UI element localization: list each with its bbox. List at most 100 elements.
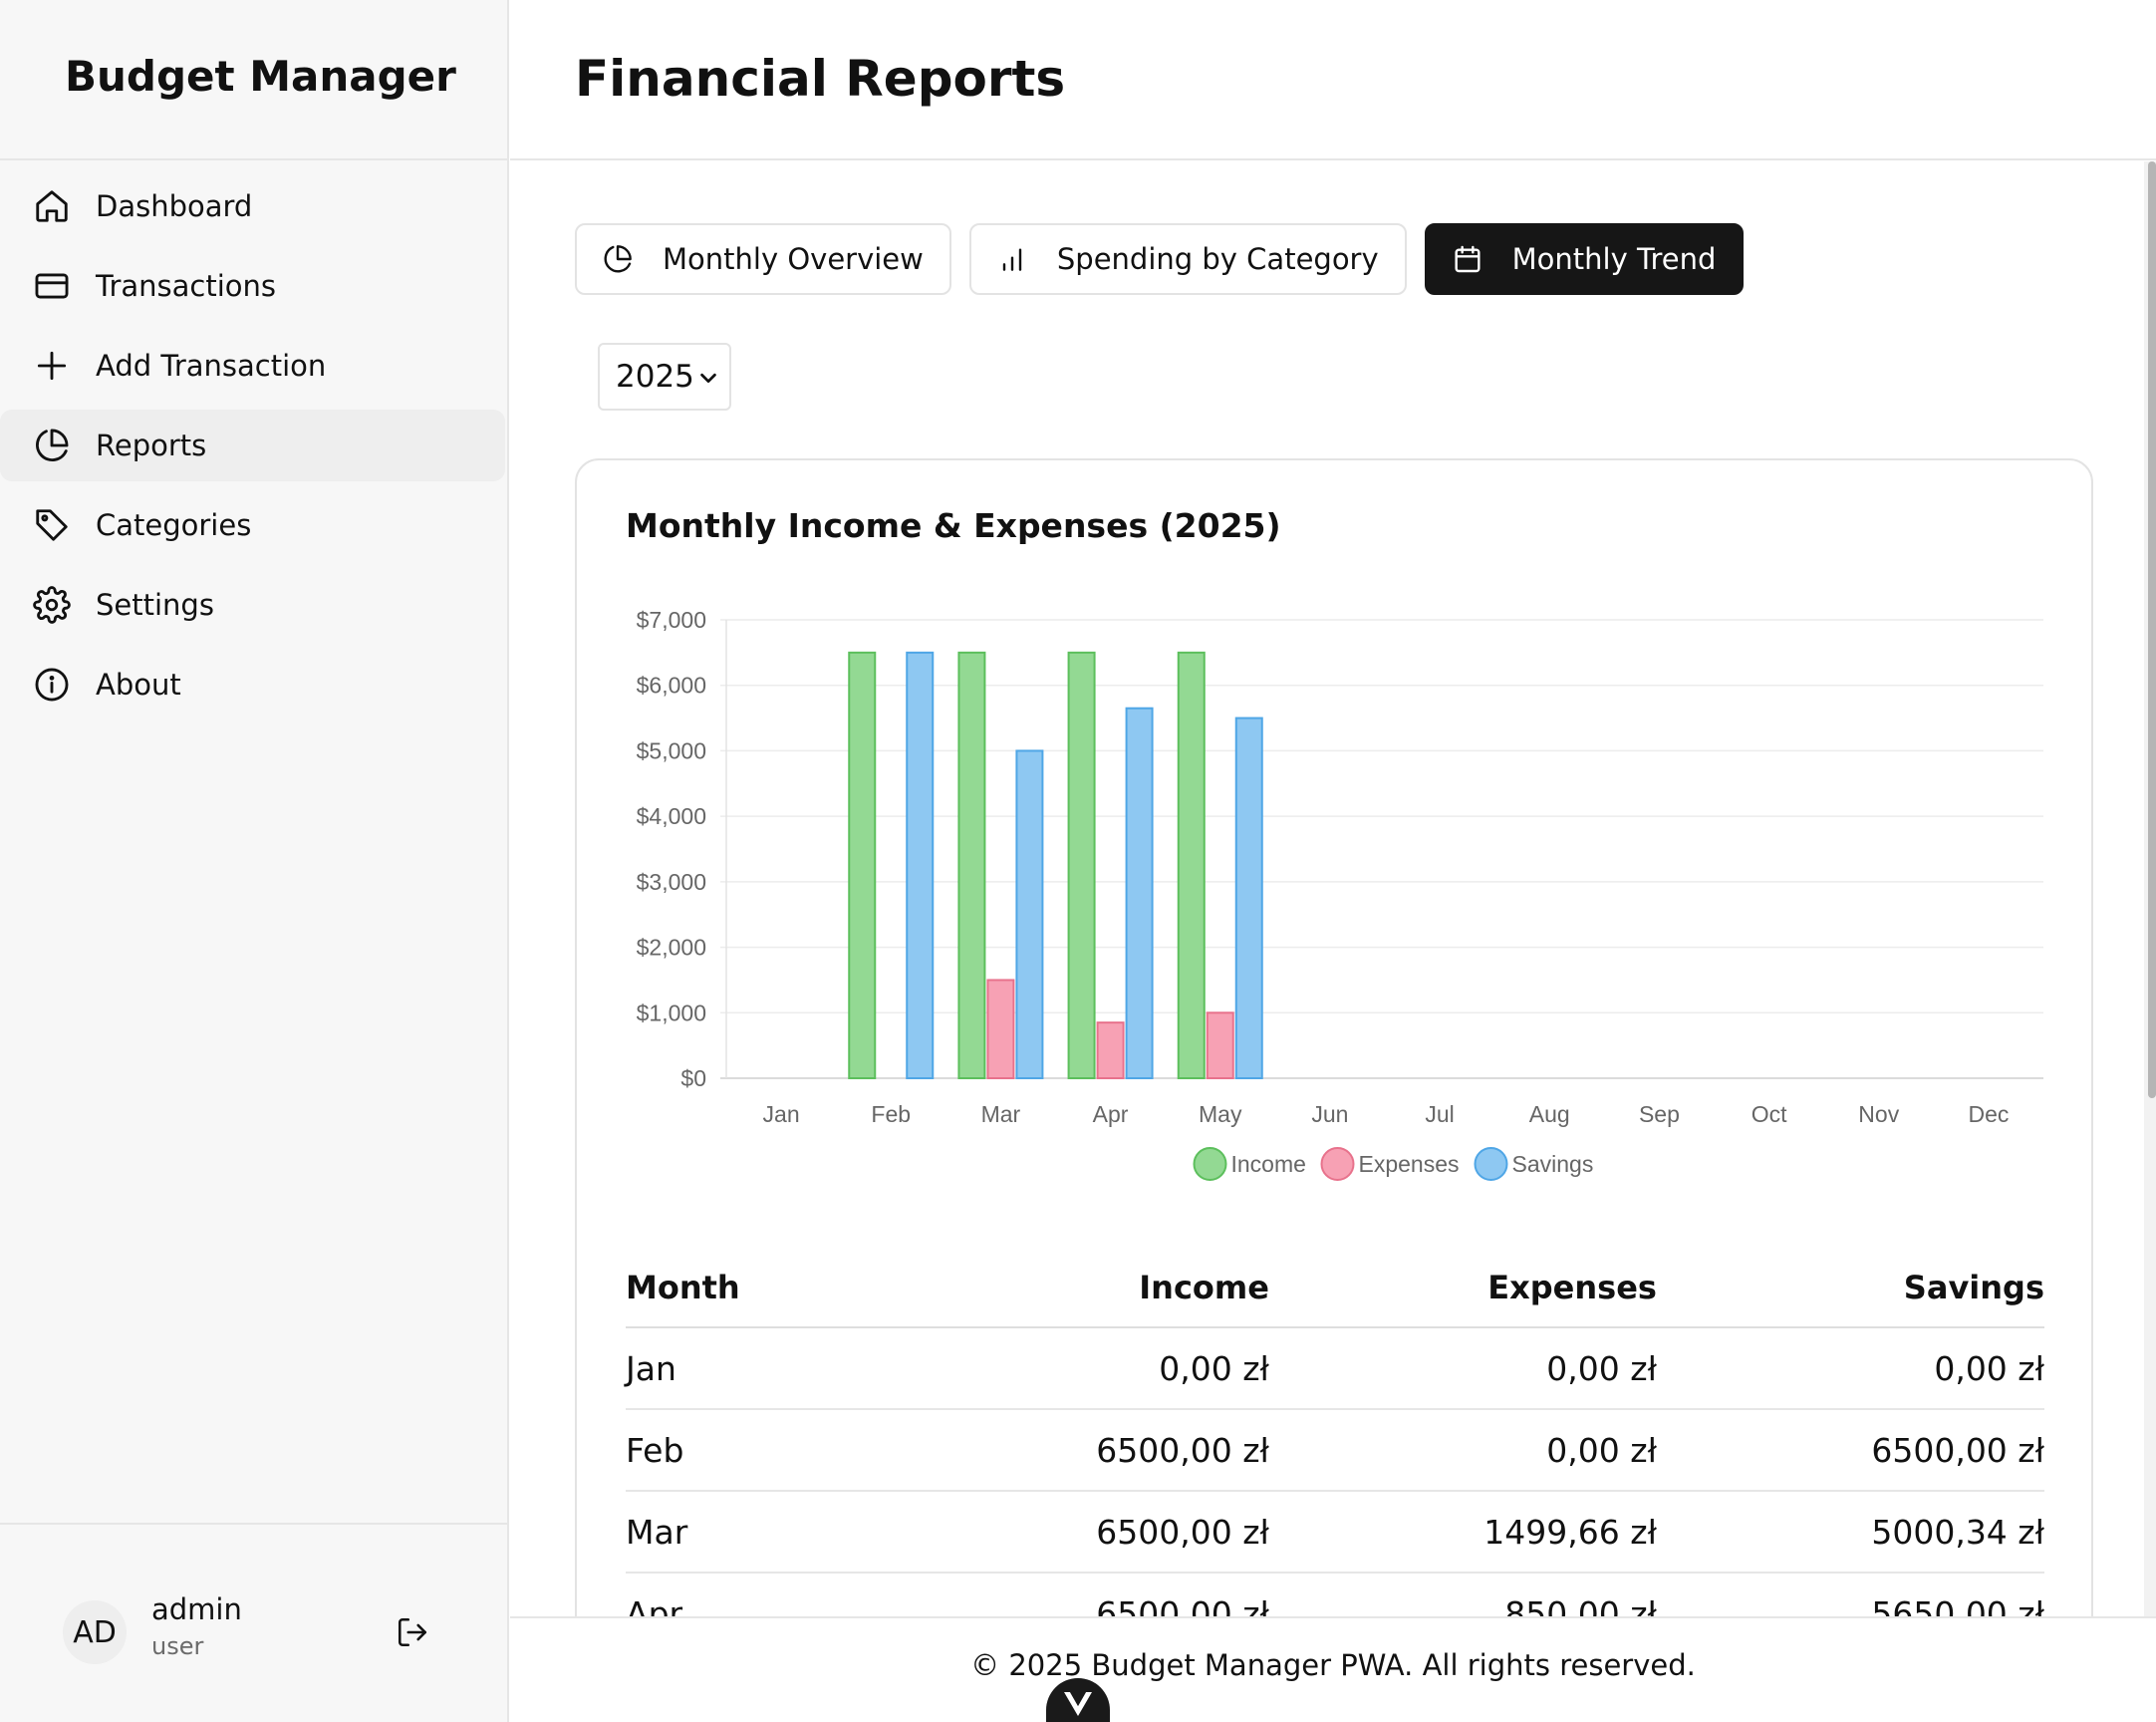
cell-expenses: 850,00 zł bbox=[1268, 1573, 1657, 1616]
logout-icon bbox=[398, 1617, 427, 1647]
x-tick-label: Nov bbox=[1858, 1101, 1899, 1127]
info-icon bbox=[32, 665, 72, 705]
sidebar-item-reports[interactable]: Reports bbox=[0, 410, 505, 481]
sidebar-item-label: Transactions bbox=[96, 269, 277, 303]
cell-month: Apr bbox=[626, 1573, 882, 1616]
x-tick-label: Feb bbox=[871, 1101, 911, 1127]
y-tick-label: $4,000 bbox=[637, 803, 706, 829]
x-tick-label: Jun bbox=[1311, 1101, 1348, 1127]
legend-swatch bbox=[1320, 1147, 1355, 1181]
sidebar-item-settings[interactable]: Settings bbox=[0, 569, 505, 641]
sidebar-item-label: Add Transaction bbox=[96, 349, 327, 383]
cell-savings: 5650,00 zł bbox=[1656, 1573, 2044, 1616]
cell-income: 6500,00 zł bbox=[881, 1573, 1269, 1616]
calendar-icon bbox=[1449, 240, 1486, 278]
tab-label: Monthly Overview bbox=[663, 242, 924, 276]
y-tick-label: $2,000 bbox=[637, 935, 706, 961]
footer-text: © 2025 Budget Manager PWA. All rights re… bbox=[970, 1648, 1696, 1682]
x-tick-label: Dec bbox=[1968, 1101, 2009, 1127]
legend-label: Savings bbox=[1512, 1151, 1594, 1177]
table-row: Mar 6500,00 zł 1499,66 zł 5000,34 zł bbox=[626, 1491, 2044, 1574]
income-bar bbox=[1067, 651, 1096, 1079]
report-tabs: Monthly Overview Spending by Category Mo… bbox=[575, 223, 1745, 295]
sidebar-item-about[interactable]: About bbox=[0, 649, 505, 720]
y-tick-label: $7,000 bbox=[637, 607, 706, 633]
page-footer: © 2025 Budget Manager PWA. All rights re… bbox=[510, 1616, 2156, 1722]
sidebar-item-label: About bbox=[96, 668, 181, 702]
scrollbar-thumb[interactable] bbox=[2148, 161, 2156, 1098]
monthly-trend-chart: $0 $1,000 $2,000 $3,000 $4,000 $5,000 $6,000 $7… bbox=[637, 607, 2043, 1181]
user-name: admin bbox=[151, 1592, 242, 1626]
x-tick-label: Sep bbox=[1639, 1101, 1680, 1127]
y-tick-label: $1,000 bbox=[637, 1000, 706, 1025]
page-header: Financial Reports bbox=[510, 0, 2156, 160]
cell-expenses: 0,00 zł bbox=[1268, 1327, 1657, 1410]
chevron-down-icon bbox=[700, 373, 716, 384]
column-header-income: Income bbox=[881, 1248, 1269, 1328]
expenses-bar bbox=[986, 979, 1015, 1080]
sidebar-item-transactions[interactable]: Transactions bbox=[0, 250, 505, 322]
pie-chart-icon bbox=[32, 426, 72, 465]
avatar: AD bbox=[63, 1600, 127, 1664]
page-title: Financial Reports bbox=[575, 50, 1066, 108]
tab-label: Monthly Trend bbox=[1511, 242, 1717, 276]
sidebar-nav: Dashboard Transactions Add Transaction R… bbox=[0, 160, 507, 720]
sidebar: Budget Manager Dashboard Transactions Ad… bbox=[0, 0, 509, 1722]
savings-bar bbox=[906, 651, 935, 1079]
tab-spending-by-category[interactable]: Spending by Category bbox=[968, 223, 1407, 295]
y-tick-label: $6,000 bbox=[637, 673, 706, 699]
sidebar-item-dashboard[interactable]: Dashboard bbox=[0, 170, 505, 242]
column-header-expenses: Expenses bbox=[1268, 1248, 1657, 1328]
credit-card-icon bbox=[32, 266, 72, 306]
x-tick-label: May bbox=[1199, 1101, 1242, 1127]
sidebar-item-label: Categories bbox=[96, 508, 252, 542]
chart-title: Monthly Income & Expenses (2025) bbox=[626, 506, 1281, 545]
report-card: Monthly Income & Expenses (2025) $0 $1,00… bbox=[575, 458, 2093, 1616]
gear-icon bbox=[32, 585, 72, 625]
table-row: Jan 0,00 zł 0,00 zł 0,00 zł bbox=[626, 1327, 2044, 1410]
expenses-bar bbox=[1206, 1011, 1234, 1079]
sidebar-item-categories[interactable]: Categories bbox=[0, 489, 505, 561]
tab-monthly-trend[interactable]: Monthly Trend bbox=[1424, 223, 1745, 295]
tab-monthly-overview[interactable]: Monthly Overview bbox=[575, 223, 951, 295]
cell-savings: 0,00 zł bbox=[1656, 1327, 2044, 1410]
monthly-table: Month Income Expenses Savings Jan 0,00 z… bbox=[626, 1248, 2044, 1616]
tab-label: Spending by Category bbox=[1056, 242, 1379, 276]
cell-month: Feb bbox=[626, 1409, 882, 1492]
tag-icon bbox=[32, 505, 72, 545]
user-panel: AD admin user bbox=[0, 1523, 507, 1722]
x-tick-label: Mar bbox=[981, 1101, 1021, 1127]
table-row: Feb 6500,00 zł 0,00 zł 6500,00 zł bbox=[626, 1409, 2044, 1492]
cell-expenses: 0,00 zł bbox=[1268, 1409, 1657, 1492]
x-tick-label: Oct bbox=[1752, 1101, 1787, 1127]
devtools-toggle-button[interactable] bbox=[1046, 1678, 1110, 1722]
logout-button[interactable] bbox=[393, 1612, 432, 1652]
expenses-bar bbox=[1096, 1021, 1125, 1080]
table-header-row: Month Income Expenses Savings bbox=[626, 1248, 2044, 1328]
vue-logo-icon bbox=[1064, 1692, 1092, 1716]
income-bar bbox=[1177, 651, 1206, 1079]
sidebar-item-label: Settings bbox=[96, 588, 214, 622]
y-tick-label: $3,000 bbox=[637, 869, 706, 895]
bar-chart-icon bbox=[993, 240, 1031, 278]
brand-title: Budget Manager bbox=[0, 0, 507, 160]
cell-savings: 6500,00 zł bbox=[1656, 1409, 2044, 1492]
pie-chart-icon bbox=[599, 240, 637, 278]
y-tick-label: $0 bbox=[680, 1065, 706, 1091]
savings-bar bbox=[1125, 707, 1154, 1079]
cell-income: 6500,00 zł bbox=[881, 1409, 1269, 1492]
cell-expenses: 1499,66 zł bbox=[1268, 1491, 1657, 1574]
year-select[interactable]: 2025 bbox=[598, 343, 731, 411]
main-content[interactable]: Monthly Overview Spending by Category Mo… bbox=[510, 161, 2144, 1616]
home-icon bbox=[32, 186, 72, 226]
column-header-month: Month bbox=[626, 1248, 882, 1328]
sidebar-item-label: Dashboard bbox=[96, 189, 253, 223]
cell-month: Jan bbox=[626, 1327, 882, 1410]
legend-label: Expenses bbox=[1359, 1151, 1460, 1177]
legend-swatch bbox=[1193, 1147, 1227, 1181]
cell-income: 6500,00 zł bbox=[881, 1491, 1269, 1574]
sidebar-item-add-transaction[interactable]: Add Transaction bbox=[0, 330, 505, 402]
legend-label: Income bbox=[1231, 1151, 1306, 1177]
legend-swatch bbox=[1474, 1147, 1508, 1181]
year-select-value: 2025 bbox=[616, 359, 694, 395]
